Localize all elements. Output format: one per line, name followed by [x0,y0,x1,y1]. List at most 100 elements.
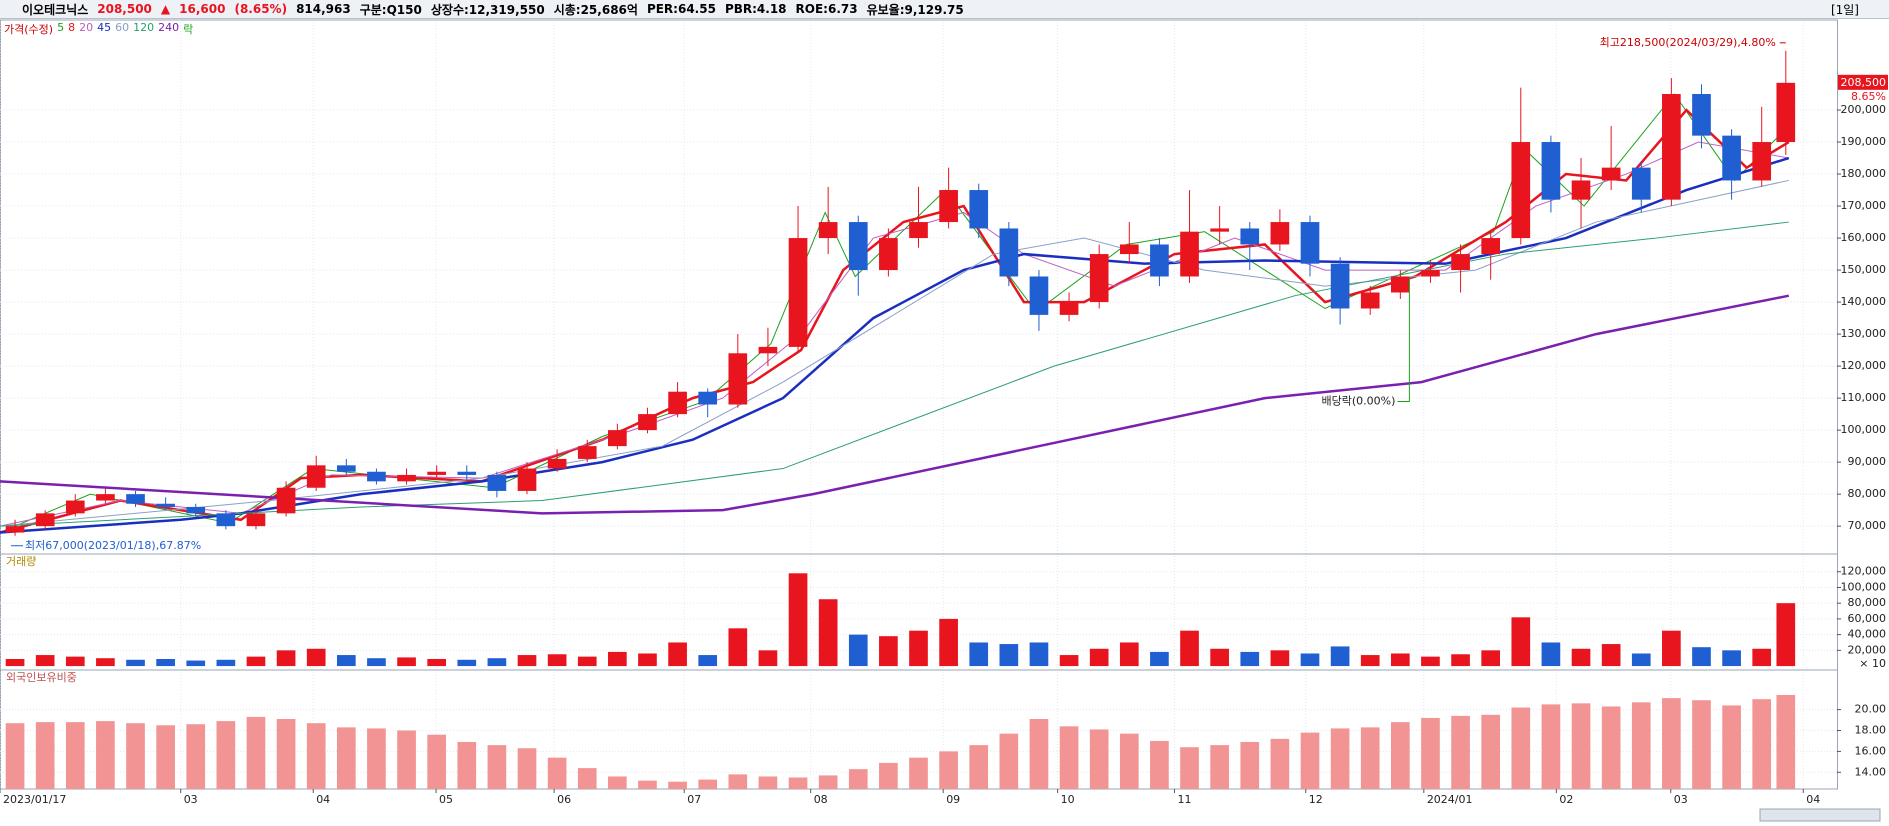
bar [216,659,236,667]
bar [1481,714,1501,789]
bar [457,659,477,667]
candle-body [367,471,386,482]
bar [1776,694,1796,789]
bar [728,774,748,789]
y-tick-label: 110,000 [1841,391,1887,404]
bar [96,658,115,667]
legend-item: 45 [97,21,112,34]
candle-body [1601,167,1621,181]
bar [1692,647,1711,667]
bar [65,656,85,667]
bar [1511,707,1531,789]
panel-frame [0,19,1838,555]
ma-line [0,294,1790,515]
candle-body [246,513,266,527]
bar [276,650,296,667]
panel-title: 외국인보유비중 [6,671,77,684]
candle-body [668,391,687,415]
candle-body [788,238,808,347]
x-tick-label: 2023/01/17 [3,793,66,806]
legend-title: 가격(수정) [4,23,54,36]
legend-item: 5 [57,21,65,34]
y-tick-label: 60,000 [1848,612,1887,625]
candle-body [758,346,778,354]
bar [1451,715,1470,789]
candle-body [1300,222,1320,264]
x-tick-label: 09 [946,793,960,806]
bar [96,721,115,789]
ma-line [0,221,1789,527]
x-tick-label: 03 [184,793,198,806]
candle-body [909,222,928,239]
bar [638,780,657,789]
bar [1391,722,1410,789]
bar [788,573,808,667]
bar [1059,655,1079,667]
y-tick-label: 80,000 [1848,596,1887,609]
candle-body [126,494,145,504]
bar [1119,733,1139,789]
bar [1571,703,1591,789]
arrow: ▲ [160,2,171,16]
bar [1752,699,1772,789]
bar [1089,648,1109,667]
volume: 814,963 [296,2,351,16]
bar [156,658,175,667]
candle-body [638,414,657,431]
candle-body [1391,276,1410,293]
x-tick-label: 04 [1806,793,1820,806]
ma-line [0,141,1789,527]
bar [186,660,206,667]
bar [1029,642,1049,667]
bar [728,628,748,667]
candle-body [1360,292,1380,309]
pbr: PBR:4.18 [724,2,787,16]
bar [1631,653,1651,667]
price-tag-change: 8.65% [1851,90,1886,103]
bar [758,650,778,667]
x-tick-label: 12 [1309,793,1323,806]
bar [186,724,206,789]
annotation: 최고218,500(2024/03/29),4.80% [1600,36,1776,49]
bar [246,716,266,789]
candle-body [306,465,326,488]
bar [818,775,838,789]
candle-body [397,474,416,482]
candle-body [547,458,567,469]
x-tick-label: 02 [1559,793,1573,806]
bar [216,721,236,789]
candle-body [848,222,868,271]
bar [547,654,567,667]
candle-body [1089,254,1109,303]
y-tick-label: 190,000 [1841,135,1887,148]
x-tick-label: 07 [687,793,701,806]
candle-body [336,465,356,472]
period-button[interactable]: [1일] [1830,2,1859,17]
y-tick-label: 20,000 [1848,643,1887,656]
bar [156,725,175,789]
candle-body [1029,276,1049,315]
candle-body [1180,231,1199,277]
legend-item: 240 [158,21,180,34]
per: PER:64.55 [646,2,716,16]
candle-body [1150,244,1169,277]
candle-body [457,471,477,475]
bar [1300,732,1320,789]
bar [1601,706,1621,789]
candle-body [939,190,958,223]
bar [1631,702,1651,789]
bar [1210,745,1229,789]
candle-body [5,526,25,533]
bar [336,727,356,789]
bar [848,769,868,789]
ma-line [0,179,1789,527]
bar [126,659,145,667]
price-tag [1838,74,1888,90]
y-tick-label: 14.00 [1855,765,1887,778]
bar [577,768,597,789]
bar [1360,655,1380,667]
y-tick-label: 170,000 [1841,199,1887,212]
bar [246,656,266,667]
candle-body [1119,244,1139,255]
y-tick-label: 140,000 [1841,295,1887,308]
